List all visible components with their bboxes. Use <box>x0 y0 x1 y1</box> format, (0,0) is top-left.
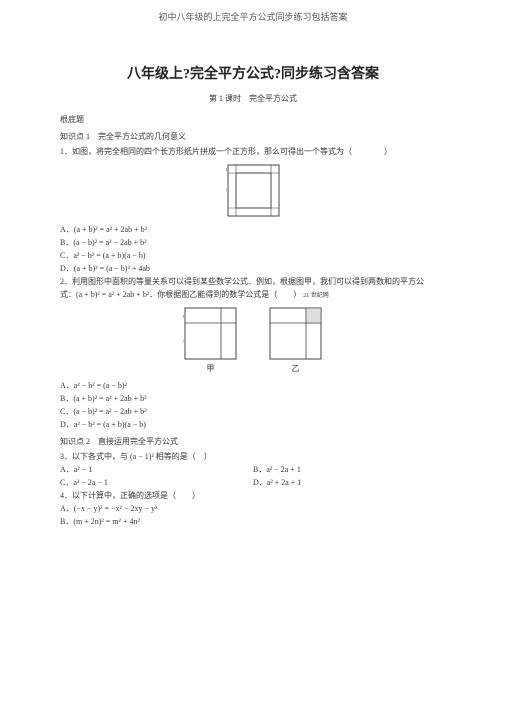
svg-text:a: a <box>226 187 227 193</box>
figure-1-wrap: a b a b <box>60 163 446 218</box>
q2-choice-a: A．a² − b² = (a − b)² <box>60 380 446 391</box>
svg-text:a: a <box>253 163 256 165</box>
figure-jia: b a a b <box>183 306 238 361</box>
svg-text:a: a <box>183 338 184 344</box>
q1-choice-a: A．(a + b)² = a² + 2ab + b² <box>60 224 446 235</box>
figure-pair: b a a b 甲 b a a b 乙 <box>60 306 446 374</box>
fig-jia-label: 甲 <box>207 363 215 374</box>
q3-row1: A．a² − 1 B．a² − 2a + 1 <box>60 464 446 475</box>
svg-text:b: b <box>226 167 227 173</box>
svg-text:b: b <box>312 306 315 308</box>
svg-text:b: b <box>227 306 230 308</box>
fig-yi-label: 乙 <box>292 363 300 374</box>
document-page: 初中八年级的上完全平方公式同步练习包括答案 八年级上?完全平方公式?同步练习含答… <box>0 0 506 539</box>
q2-choice-b: B．(a + b)² = a² + 2ab + b² <box>60 393 446 404</box>
q1-choice-c: C．a² − b² = (a + b)(a − b) <box>60 250 446 261</box>
q1-choice-d: D．(a + b)² = (a − b)² + 4ab <box>60 263 446 274</box>
page-header: 初中八年级的上完全平方公式同步练习包括答案 <box>60 10 446 23</box>
q3-choice-c: C．a² − 2a − 1 <box>60 477 253 488</box>
q3-choice-a: A．a² − 1 <box>60 464 253 475</box>
question-2-p2: 式：(a + b)² = a² + 2ab + b²．你根据图乙能得到的数学公式… <box>60 289 446 300</box>
q3-row2: C．a² − 2a − 1 D．a² + 2a + 1 <box>60 477 446 488</box>
q4-choice-b: B．(m + 2n)² = m² + 4n² <box>60 516 446 527</box>
question-3: 3．以下各式中，与 (a − 1)² 相等的是（ ） <box>60 451 446 462</box>
ref-tag: 21 世纪网 <box>303 293 329 299</box>
q4-choice-a: A．(−x − y)² = −x² − 2xy − y² <box>60 503 446 514</box>
root-section: 根底题 <box>60 114 446 125</box>
q3-choice-d: D．a² + 2a + 1 <box>253 477 446 488</box>
q1-choice-b: B．(a − b)² = a² − 2ab + b² <box>60 237 446 248</box>
knowledge-point-1: 知识点 1 完全平方公式的几何意义 <box>60 131 446 142</box>
svg-text:b: b <box>273 163 276 165</box>
q3-choice-b: B．a² − 2a + 1 <box>253 464 446 475</box>
q2-choice-c: C．(a − b)² = a² − 2ab + b² <box>60 406 446 417</box>
figure-1: a b a b <box>226 163 281 218</box>
doc-title: 八年级上?完全平方公式?同步练习含答案 <box>60 63 446 83</box>
svg-text:b: b <box>183 314 184 320</box>
knowledge-point-2: 知识点 2 直接运用完全平方公式 <box>60 436 446 447</box>
question-2-p2-text: 式：(a + b)² = a² + 2ab + b²．你根据图乙能得到的数学公式… <box>60 290 301 299</box>
q2-choice-d: D．a² − b² = (a + b)(a − b) <box>60 419 446 430</box>
figure-yi: b a a b <box>268 306 323 361</box>
svg-text:a: a <box>286 306 289 308</box>
svg-text:a: a <box>201 306 204 308</box>
figure-yi-col: b a a b 乙 <box>268 306 323 374</box>
figure-jia-col: b a a b 甲 <box>183 306 238 374</box>
question-2-p1: 2．利用图形中面积的等量关系可以得到某些数学公式．例如，根据图甲，我们可以得到两… <box>60 276 446 287</box>
question-1: 1．如图，将完全相同的四个长方形纸片拼成一个正方形，那么可得出一个等式为（ ） <box>60 146 446 157</box>
doc-subtitle: 第 1 课时 完全平方公式 <box>60 93 446 104</box>
question-4: 4．以下计算中，正确的选项是（ ） <box>60 490 446 501</box>
